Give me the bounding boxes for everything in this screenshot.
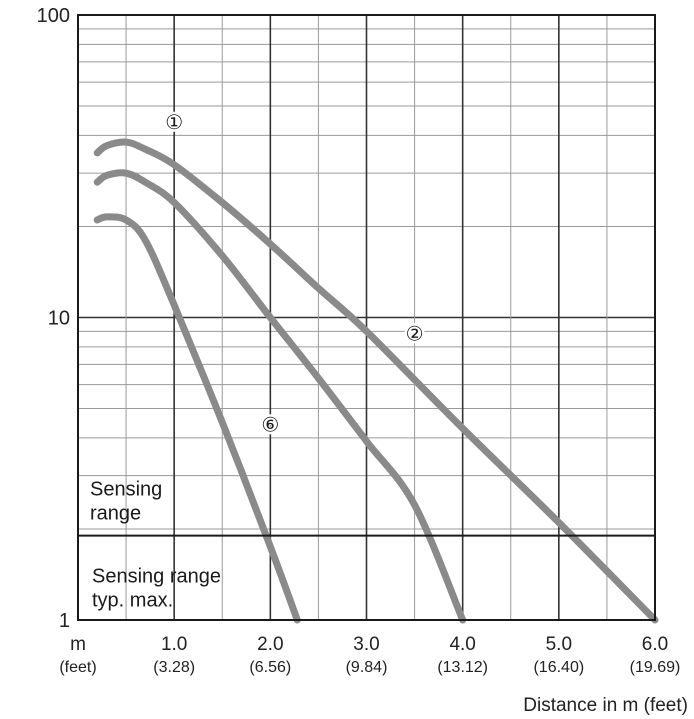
sensing-range-max-label-line2: typ. max. xyxy=(92,590,173,612)
series-label-1: ① xyxy=(165,112,183,134)
sensing-range-label-line2: range xyxy=(90,503,141,525)
x-unit-label: m xyxy=(70,634,86,655)
x-tick-label: 4.0 xyxy=(449,634,475,655)
series-layer xyxy=(93,138,659,624)
sensing-range-max-label-line1: Sensing range xyxy=(92,566,221,588)
y-tick-labels: 1 10 100 xyxy=(37,5,70,632)
series-line-2 xyxy=(93,169,467,624)
x-tick-sublabel: (16.40) xyxy=(533,659,584,676)
x-tick-label: 6.0 xyxy=(642,634,668,655)
series-label-2: ② xyxy=(406,323,424,345)
sensing-range-label-line1: Sensing xyxy=(90,479,162,501)
y-tick-label: 1 xyxy=(59,610,70,632)
x-unit-sublabel: (feet) xyxy=(59,659,96,676)
x-tick-sublabel: (6.56) xyxy=(249,659,291,676)
threshold-layer: Sensing range Sensing range typ. max. xyxy=(78,479,655,612)
x-tick-label: 1.0 xyxy=(161,634,187,655)
x-tick-label: 3.0 xyxy=(353,634,379,655)
x-tick-sublabel: (3.28) xyxy=(153,659,195,676)
plot-frame xyxy=(77,14,656,621)
grid xyxy=(78,15,655,620)
x-tick-sublabel: (9.84) xyxy=(346,659,388,676)
x-tick-label: 2.0 xyxy=(257,634,283,655)
x-tick-label: 5.0 xyxy=(546,634,572,655)
y-tick-label: 100 xyxy=(37,5,70,27)
x-axis-title: Distance in m (feet) xyxy=(523,695,688,716)
series-line-1 xyxy=(93,138,659,624)
x-tick-labels: m (feet) 1.0 (3.28) 2.0 (6.56) 3.0 (9.84) 4.0 (… xyxy=(59,634,680,676)
x-tick-sublabel: (19.69) xyxy=(630,659,681,676)
x-tick-sublabel: (13.12) xyxy=(437,659,488,676)
series-labels: ① ② ⑥ xyxy=(163,109,426,439)
series-label-3: ⑥ xyxy=(261,414,279,436)
y-tick-label: 10 xyxy=(48,308,70,330)
